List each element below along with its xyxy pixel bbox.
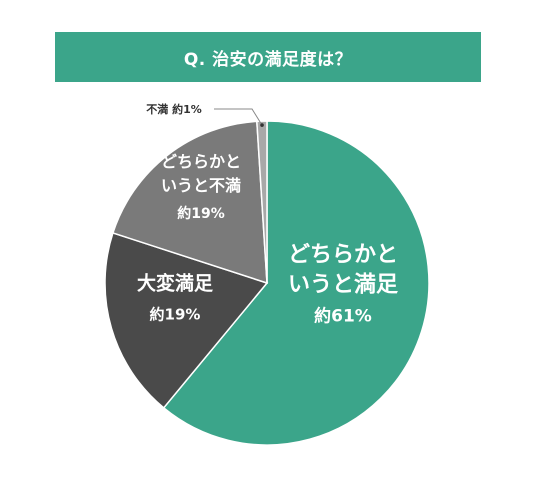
slice-label: いうと不満 bbox=[161, 176, 241, 195]
slice-label: いうと満足 bbox=[288, 271, 398, 297]
pie-slice bbox=[256, 120, 268, 284]
pie-slice bbox=[162, 120, 430, 446]
chart-title-bar: Q. 治安の満足度は？ bbox=[55, 32, 481, 82]
slice-value-label: 約19% bbox=[150, 305, 201, 323]
slice-value-label: 約19% bbox=[177, 205, 225, 222]
slice-label: 不満 約1% bbox=[146, 102, 202, 116]
slice-label: 大変満足 bbox=[137, 271, 214, 294]
slice-label: どちらかと bbox=[288, 242, 398, 267]
pie-slice bbox=[111, 120, 268, 285]
leader-dot bbox=[260, 123, 264, 127]
slice-value-label: 約61% bbox=[314, 305, 372, 326]
leader-line bbox=[214, 108, 263, 126]
slice-label: どちらかと bbox=[161, 152, 241, 171]
pie-slice bbox=[104, 231, 269, 409]
chart-title: Q. 治安の満足度は？ bbox=[183, 49, 353, 70]
